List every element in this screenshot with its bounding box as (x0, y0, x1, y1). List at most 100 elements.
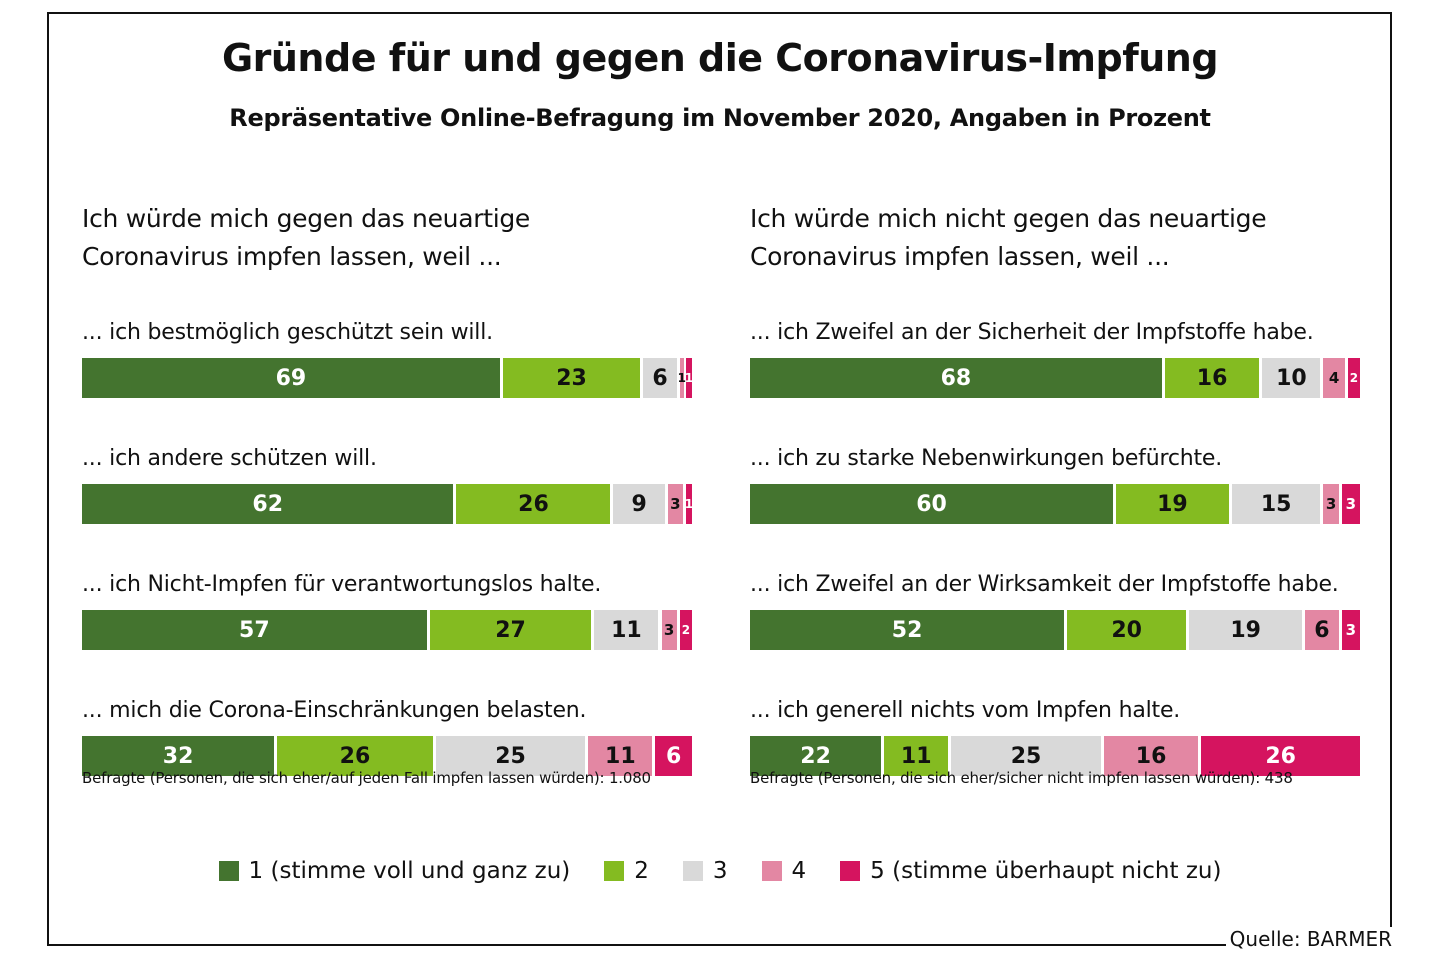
bar-segment-level-2: 23 (502, 358, 641, 398)
bar-segment-level-4: 6 (1305, 610, 1339, 650)
data-label: 2 (1349, 371, 1359, 385)
data-label: 26 (518, 491, 549, 517)
category-label: ... ich Nicht-Impfen für verantwortungsl… (82, 572, 602, 597)
bar-segment-level-5: 1 (685, 484, 693, 524)
legend-label: 1 (stimme voll und ganz zu) (248, 858, 571, 884)
bar-item: ... mich die Corona-Einschränkungen bela… (82, 695, 694, 814)
category-label: ... mich die Corona-Einschränkungen bela… (82, 698, 587, 723)
legend-item: 4 (761, 858, 806, 884)
data-label: 16 (1196, 365, 1228, 391)
data-label: 57 (239, 617, 270, 643)
data-label: 26 (339, 743, 371, 769)
panel-heading: Ich würde mich gegen das neuartige Coron… (82, 200, 694, 310)
bar-segment-level-2: 26 (277, 736, 433, 776)
stacked-bar: 57 27 11 3 2 (82, 610, 694, 650)
data-label: 62 (252, 491, 284, 517)
bar-item: ... ich Zweifel an der Sicherheit der Im… (750, 317, 1362, 436)
stacked-bar: 69 23 6 1 1 (82, 358, 694, 398)
bar-segment-level-5: 6 (655, 736, 692, 776)
data-label: 52 (891, 617, 923, 643)
bar-segment-level-4: 11 (588, 736, 653, 776)
data-label: 3 (663, 621, 675, 639)
bar-item: ... ich zu starke Nebenwirkungen befürch… (750, 443, 1362, 562)
bar-item: ... ich Zweifel an der Wirksamkeit der I… (750, 569, 1362, 688)
panel-heading-line: Coronavirus impfen lassen, weil ... (750, 242, 1170, 271)
data-label: 22 (800, 743, 831, 769)
data-label: 25 (495, 743, 526, 769)
legend-swatch (761, 861, 782, 881)
data-label: 11 (900, 743, 932, 769)
bar-segment-level-3: 15 (1231, 484, 1321, 524)
bar-segment-level-5: 3 (1341, 610, 1360, 650)
category-label: ... ich andere schützen will. (82, 446, 377, 471)
bar-segment-level-1: 62 (82, 484, 454, 524)
bar-segment-level-2: 20 (1067, 610, 1187, 650)
data-label: 60 (916, 491, 947, 517)
bar-segment-level-5: 1 (685, 358, 693, 398)
data-label: 3 (1345, 495, 1357, 513)
data-label: 19 (1230, 617, 1261, 643)
bar-item: ... ich bestmöglich geschützt sein will.… (82, 317, 694, 436)
data-label: 11 (611, 617, 642, 643)
bar-segment-level-1: 69 (82, 358, 500, 398)
legend-swatch (682, 861, 703, 881)
data-label: 20 (1111, 617, 1142, 643)
data-label: 6 (666, 743, 682, 769)
panel-heading: Ich würde mich nicht gegen das neuartige… (750, 200, 1362, 310)
legend-item: 3 (682, 858, 728, 884)
data-label: 10 (1276, 365, 1307, 391)
bar-segment-level-1: 57 (82, 610, 427, 650)
data-label: 9 (631, 491, 647, 517)
data-label: 1 (677, 371, 686, 385)
data-label: 16 (1135, 743, 1167, 769)
data-label: 4 (1328, 369, 1340, 387)
bar-item: ... ich generell nichts vom Impfen halte… (750, 695, 1362, 814)
stacked-bar: 52 20 19 6 3 (750, 610, 1362, 650)
bar-segment-level-4: 16 (1103, 736, 1199, 776)
bar-segment-level-5: 2 (1347, 358, 1360, 398)
data-label: 32 (162, 743, 194, 769)
bar-segment-level-5: 3 (1341, 484, 1360, 524)
bar-segment-level-1: 22 (750, 736, 882, 776)
bar-segment-level-4: 3 (667, 484, 683, 524)
legend-swatch (218, 861, 239, 881)
panel-heading-line: Ich würde mich nicht gegen das neuartige (750, 204, 1267, 233)
data-label: 26 (1265, 743, 1296, 769)
legend-swatch (604, 861, 625, 881)
bar-segment-level-5: 26 (1201, 736, 1360, 776)
bar-segment-level-4: 3 (661, 610, 677, 650)
legend-label: 3 (712, 858, 728, 884)
data-label: 6 (1314, 617, 1330, 643)
bar-segment-level-4: 1 (677, 358, 686, 398)
bar-segment-level-1: 52 (750, 610, 1065, 650)
bar-item: ... ich andere schützen will. 62 26 9 3 1 (82, 443, 694, 562)
stacked-bar: 22 11 25 16 26 (750, 736, 1362, 776)
data-label: 25 (1010, 743, 1042, 769)
bar-segment-level-1: 68 (750, 358, 1162, 398)
panel-heading-line: Coronavirus impfen lassen, weil ... (82, 242, 502, 271)
bar-segment-level-5: 2 (679, 610, 692, 650)
bar-segment-level-2: 26 (456, 484, 611, 524)
panel-heading-line: Ich würde mich gegen das neuartige (82, 204, 530, 233)
bar-segment-level-2: 16 (1164, 358, 1260, 398)
stacked-bar: 60 19 15 3 3 (750, 484, 1362, 524)
data-label: 3 (1345, 621, 1357, 639)
source-credit: Quelle: BARMER (1225, 927, 1392, 951)
data-label: 15 (1260, 491, 1292, 517)
data-label: 27 (495, 617, 526, 643)
chart-title: Gründe für und gegen die Coronavirus-Imp… (221, 36, 1219, 80)
bar-segment-level-1: 60 (750, 484, 1113, 524)
stacked-bar: 68 16 10 4 2 (750, 358, 1362, 398)
category-label: ... ich generell nichts vom Impfen halte… (750, 698, 1181, 723)
respondents-note: Befragte (Personen, die sich eher/sicher… (750, 769, 1293, 787)
legend-label: 2 (634, 858, 649, 884)
bar-segment-level-3: 9 (613, 484, 665, 524)
panel-contra-vaccination: Ich würde mich nicht gegen das neuartige… (750, 200, 1362, 814)
bar-segment-level-3: 6 (643, 358, 677, 398)
data-label: 23 (556, 365, 587, 391)
data-label: 19 (1157, 491, 1188, 517)
data-label: 11 (605, 743, 636, 769)
legend-item: 2 (604, 858, 649, 884)
bar-segment-level-1: 32 (82, 736, 275, 776)
bar-segment-level-3: 10 (1262, 358, 1321, 398)
